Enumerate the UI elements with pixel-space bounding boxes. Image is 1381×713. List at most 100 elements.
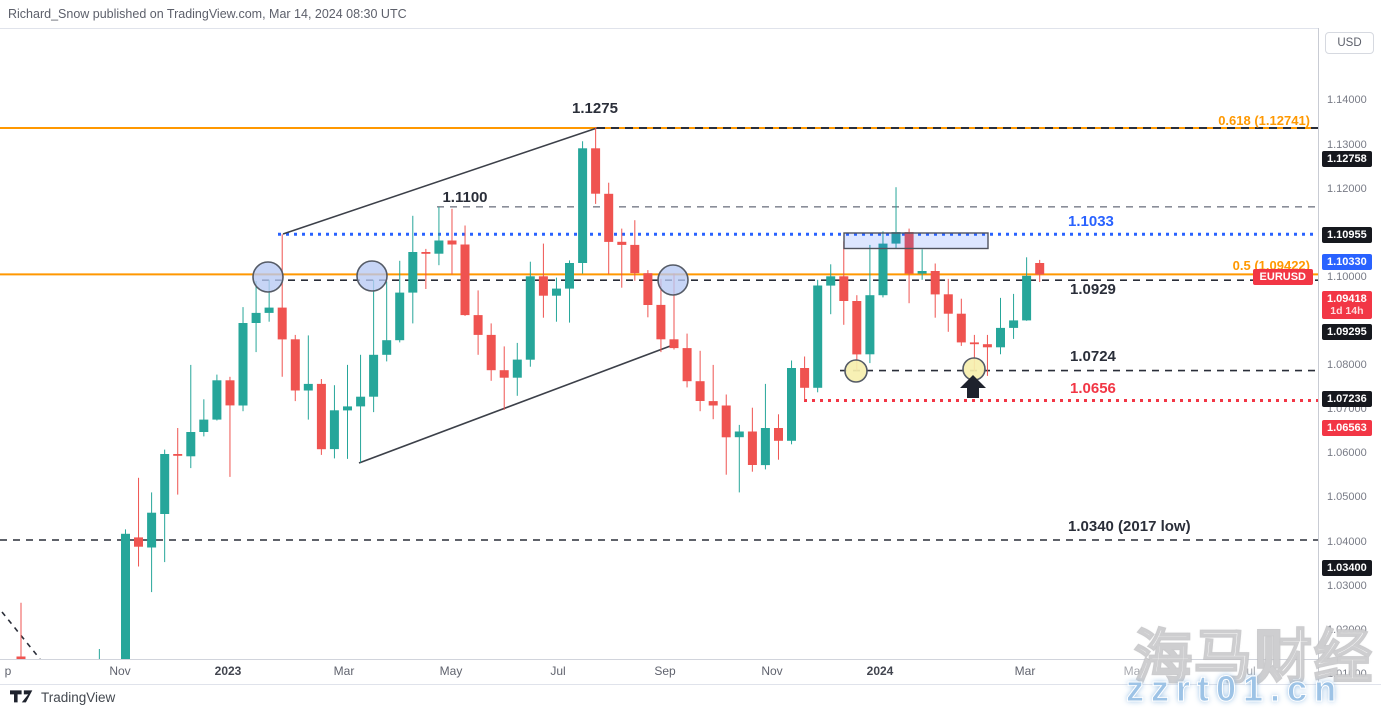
- candle: [604, 182, 614, 274]
- time-scale[interactable]: p Nov 2023 Mar May Jul Sep Nov 2024 Mar May Jul: [0, 660, 1318, 684]
- candle-body: [303, 383, 313, 391]
- candle-body: [852, 301, 862, 355]
- time-tick: Sep: [654, 664, 676, 678]
- candle-body: [1009, 320, 1019, 328]
- candle-body: [891, 232, 901, 244]
- candle: [134, 477, 143, 567]
- candle-body: [1022, 275, 1032, 321]
- price-annotation: 0.618 (1.12741): [1218, 113, 1310, 128]
- price-tick: 1.06000: [1327, 447, 1367, 459]
- candle-body: [225, 380, 235, 406]
- candle: [839, 241, 849, 325]
- price-level-tag: 1.06563: [1322, 420, 1372, 436]
- chart-canvas[interactable]: 1.1275 1.1100 1.1033 1.0929 1.0724 1.0656 1.03…: [0, 0, 1318, 713]
- time-tick: Mar: [333, 664, 355, 678]
- candle-body: [565, 263, 574, 289]
- candle-body: [134, 537, 143, 547]
- candle: [1035, 259, 1045, 282]
- candle-body: [865, 295, 875, 355]
- price-tick: 1.14000: [1327, 94, 1367, 106]
- plot-layer: [0, 127, 1318, 659]
- tradingview-logo[interactable]: TradingView: [10, 690, 115, 705]
- candle-body: [591, 148, 601, 194]
- candle-body: [499, 370, 509, 378]
- candle-body: [316, 383, 326, 450]
- price-tick: 1.13000: [1327, 139, 1367, 151]
- highlight-circle: [657, 264, 689, 296]
- candle: [225, 376, 235, 477]
- candle: [173, 428, 183, 495]
- candle: [199, 399, 209, 437]
- candle-body: [447, 240, 457, 245]
- candle: [1009, 293, 1019, 339]
- price-scale[interactable]: USD 1.14000 1.13000 1.12000 1.10000 1.08000 1…: [1319, 28, 1381, 680]
- candle-body: [238, 323, 248, 406]
- candle-body: [186, 432, 196, 457]
- candle: [212, 374, 222, 421]
- candle-body: [930, 271, 940, 295]
- candle: [434, 207, 444, 266]
- price-axis-separator: [1318, 28, 1319, 683]
- price-annotation: 1.1033: [1068, 213, 1114, 230]
- candle: [16, 602, 26, 659]
- price-annotation: 1.0929: [1070, 281, 1116, 298]
- price-level-tag: 1.09295: [1322, 324, 1372, 340]
- price-annotation: 1.1275: [572, 100, 618, 117]
- candle-body: [643, 273, 653, 305]
- candle-body: [121, 533, 130, 659]
- price-tick: 1.10000: [1327, 271, 1367, 283]
- time-tick: Jul: [1240, 664, 1256, 678]
- candle: [1022, 257, 1032, 321]
- tradingview-logo-icon: [10, 690, 33, 703]
- currency-toggle-button[interactable]: USD: [1325, 32, 1374, 54]
- candle-body: [708, 401, 718, 406]
- candle-body: [147, 512, 157, 548]
- candle-body: [969, 342, 979, 345]
- candle: [734, 424, 744, 493]
- candle: [982, 334, 992, 376]
- candle-body: [578, 148, 588, 263]
- candle: [760, 383, 770, 470]
- candle: [565, 260, 574, 323]
- candle-body: [617, 241, 627, 245]
- candle-body: [630, 244, 640, 274]
- candle-body: [800, 368, 810, 388]
- candle: [878, 231, 888, 298]
- candle-body: [343, 406, 352, 411]
- highlight-circle: [252, 261, 284, 293]
- candle-body: [329, 410, 339, 450]
- candle-body: [878, 243, 888, 296]
- candle: [708, 364, 718, 420]
- low-marker-circle: [844, 359, 868, 383]
- candle: [591, 127, 601, 204]
- time-tick: Nov: [761, 664, 783, 678]
- candle-body: [382, 340, 392, 355]
- time-tick: Mar: [1014, 664, 1036, 678]
- price-tick: 1.03000: [1327, 580, 1367, 592]
- up-arrow-icon: [960, 375, 986, 398]
- candle-body: [669, 339, 679, 349]
- candle-body: [395, 292, 405, 341]
- price-annotation: 1.0724: [1070, 348, 1117, 365]
- price-level-tag: 1.03400: [1322, 560, 1372, 576]
- time-tick: 2024: [866, 664, 894, 678]
- candle: [891, 187, 901, 249]
- candle: [343, 364, 352, 459]
- candle: [552, 277, 561, 322]
- time-tick: Jul: [550, 664, 566, 678]
- candle-body: [486, 334, 496, 371]
- price-level-tag: 1.07236: [1322, 391, 1372, 407]
- candle-body: [760, 428, 770, 466]
- candle: [747, 407, 757, 472]
- candle: [943, 278, 953, 332]
- symbol-price-tag: EURUSD: [1252, 269, 1313, 285]
- candle-body: [721, 405, 731, 438]
- candle: [447, 208, 457, 275]
- candle-body: [695, 381, 705, 401]
- candle: [408, 215, 418, 324]
- chart-bottom-border: [0, 659, 1318, 660]
- candle: [617, 228, 627, 288]
- candle-body: [552, 288, 561, 296]
- candle: [382, 281, 392, 362]
